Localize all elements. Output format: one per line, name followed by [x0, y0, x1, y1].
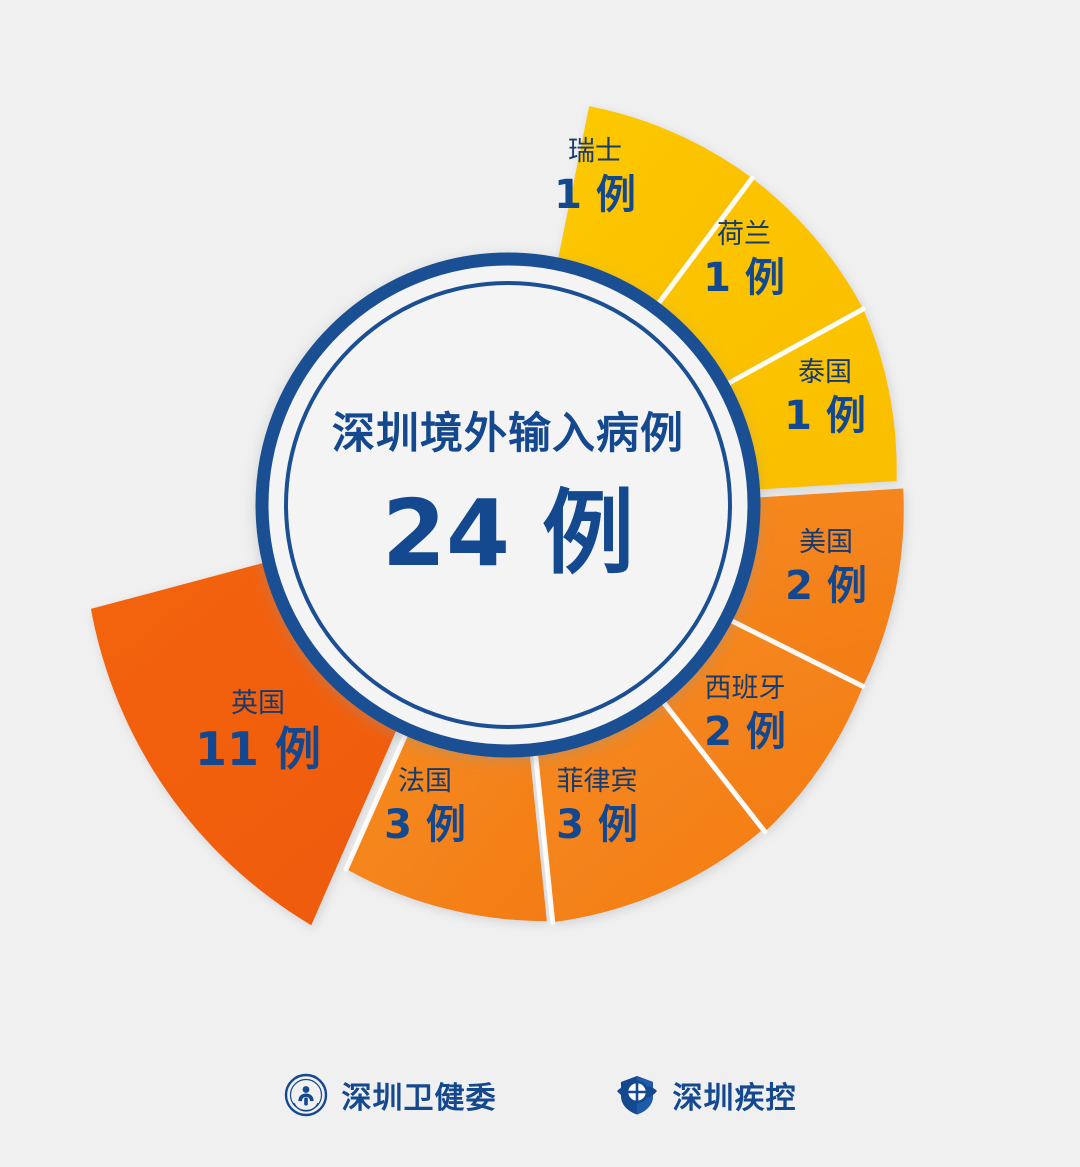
donut-chart: 深圳境外输入病例 24 例 瑞士 1 例 荷兰 1 例 泰国 1 例 美国 2 …	[90, 106, 904, 926]
center-medallion	[255, 252, 761, 758]
slice-count-label: 1 例	[703, 255, 785, 301]
cdc-shield-icon	[616, 1076, 657, 1115]
slice-country-label: 泰国	[798, 357, 852, 388]
label-philippines: 菲律宾 3 例	[556, 766, 638, 848]
label-usa: 美国 2 例	[785, 527, 867, 609]
slice-country-label: 西班牙	[705, 673, 786, 704]
health-commission-emblem-icon	[284, 1073, 327, 1117]
label-uk: 英国 11 例	[195, 688, 321, 776]
slice-count-label: 3 例	[556, 802, 638, 848]
slice-country-label: 菲律宾	[557, 766, 638, 797]
center-total-value: 24 例	[382, 480, 634, 587]
slice-count-label: 11 例	[195, 722, 321, 776]
slice-country-label: 荷兰	[717, 219, 771, 250]
center-title: 深圳境外输入病例	[332, 409, 684, 459]
label-france: 法国 3 例	[384, 766, 466, 848]
slice-count-label: 3 例	[384, 802, 466, 848]
slice-country-label: 英国	[231, 688, 285, 719]
org-name-label: 深圳疾控	[672, 1081, 797, 1116]
slice-count-label: 1 例	[784, 393, 866, 439]
slice-country-label: 瑞士	[568, 136, 622, 167]
slice-count-label: 2 例	[704, 709, 786, 755]
label-netherlands: 荷兰 1 例	[703, 219, 785, 301]
label-spain: 西班牙 2 例	[704, 673, 786, 755]
slice-country-label: 法国	[398, 766, 452, 797]
label-thailand: 泰国 1 例	[784, 357, 866, 439]
org-health-commission[interactable]: 深圳卫健委	[284, 1073, 497, 1117]
footer-organizations: 深圳卫健委 深圳疾控	[0, 1045, 1080, 1145]
org-cdc[interactable]: 深圳疾控	[615, 1073, 797, 1117]
org-name-label: 深圳卫健委	[341, 1081, 497, 1116]
slice-count-label: 2 例	[785, 563, 867, 609]
label-switzerland: 瑞士 1 例	[554, 136, 636, 218]
slice-count-label: 1 例	[554, 172, 636, 218]
slice-country-label: 美国	[799, 527, 853, 558]
